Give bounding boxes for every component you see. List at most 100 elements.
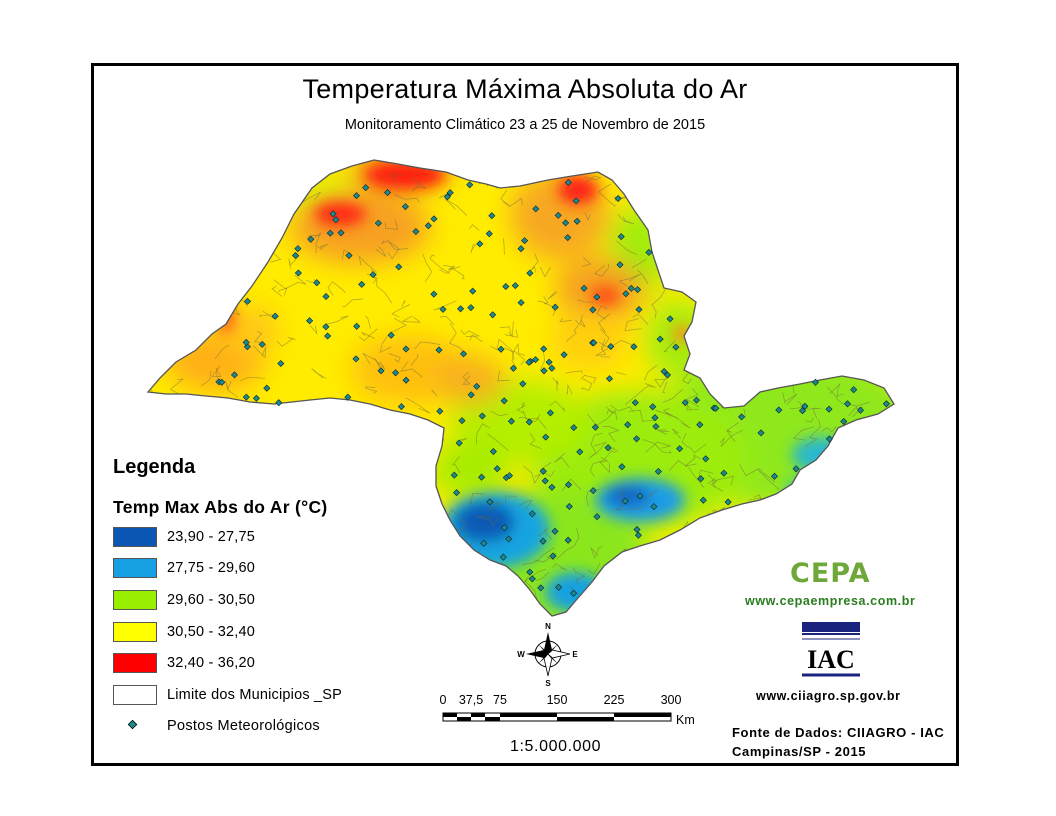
- municipality-boundary: [362, 600, 372, 610]
- municipality-boundary: [671, 428, 682, 439]
- municipality-boundary: [624, 383, 656, 406]
- municipality-boundary: [547, 290, 558, 300]
- municipality-boundary: [598, 340, 634, 349]
- legend-swatch: [113, 527, 157, 547]
- weather-station-marker: [401, 203, 409, 211]
- weather-station-marker: [521, 237, 529, 245]
- weather-station-marker: [570, 589, 578, 597]
- municipality-boundary: [701, 176, 718, 202]
- municipality-boundary: [371, 441, 392, 447]
- weather-station-marker: [499, 553, 507, 561]
- municipality-boundary: [668, 548, 691, 560]
- municipality-boundary: [313, 439, 321, 444]
- municipality-boundary: [429, 254, 451, 274]
- municipality-boundary: [539, 266, 551, 278]
- municipality-boundary: [821, 426, 837, 433]
- compass-east: E: [572, 650, 578, 659]
- municipality-boundary: [707, 477, 716, 488]
- weather-station-marker: [458, 417, 466, 425]
- weather-station-marker: [738, 413, 746, 421]
- legend-label: 23,90 - 27,75: [167, 529, 256, 545]
- municipality-boundary: [599, 456, 611, 474]
- municipality-boundary: [554, 452, 570, 468]
- municipality-boundary: [877, 236, 886, 253]
- legend-subtitle: Temp Max Abs do Ar (°C): [113, 497, 328, 517]
- weather-station-marker: [554, 211, 562, 219]
- municipality-boundary: [211, 257, 225, 277]
- municipality-boundary: [155, 297, 169, 300]
- municipality-boundary: [423, 609, 443, 616]
- municipality-boundary: [580, 594, 595, 610]
- weather-station-marker: [573, 217, 581, 225]
- municipality-boundary: [682, 367, 693, 385]
- weather-station-marker: [570, 424, 578, 432]
- weather-station-marker: [480, 539, 488, 547]
- municipality-boundary: [148, 229, 158, 242]
- municipality-boundary: [805, 311, 830, 332]
- municipality-boundary: [469, 492, 485, 505]
- weather-station-marker: [528, 575, 536, 583]
- weather-station-marker: [882, 400, 890, 408]
- weather-station-marker: [564, 481, 573, 489]
- municipality-boundary: [753, 168, 771, 192]
- municipality-boundary: [608, 162, 620, 177]
- weather-station-marker: [517, 299, 525, 307]
- municipality-boundary: [492, 613, 499, 616]
- weather-station-marker: [497, 345, 505, 353]
- weather-station-marker: [412, 227, 420, 236]
- municipality-boundary: [747, 323, 758, 335]
- weather-station-marker: [526, 269, 534, 277]
- municipality-boundary: [351, 461, 361, 473]
- weather-station-marker: [622, 290, 630, 298]
- weather-station-marker: [537, 584, 545, 592]
- municipality-boundary: [698, 469, 714, 479]
- municipality-boundary: [594, 263, 610, 277]
- municipality-boundary: [829, 383, 845, 405]
- municipality-boundary: [867, 160, 884, 174]
- municipality-boundary: [769, 608, 783, 612]
- weather-station-marker: [430, 215, 438, 223]
- municipality-boundary: [138, 349, 145, 364]
- municipality-boundary: [504, 329, 519, 338]
- municipality-boundary: [365, 386, 378, 394]
- weather-station-marker: [564, 178, 572, 187]
- municipality-boundary: [168, 229, 180, 249]
- municipality-boundary: [852, 199, 861, 211]
- municipality-boundary: [714, 342, 722, 353]
- municipality-boundary: [609, 404, 634, 412]
- municipality-boundary: [600, 356, 611, 358]
- municipality-boundary: [762, 198, 770, 210]
- weather-station-marker: [525, 418, 533, 426]
- weather-station-marker: [402, 376, 410, 384]
- compass-south: S: [545, 679, 551, 688]
- weather-station-marker: [345, 251, 353, 260]
- municipality-boundary: [252, 345, 267, 358]
- municipality-boundary: [876, 239, 886, 251]
- municipality-boundary: [792, 426, 814, 441]
- municipality-boundary: [285, 414, 307, 424]
- municipality-boundary: [569, 585, 581, 598]
- municipality-boundary: [747, 534, 752, 543]
- weather-station-marker: [517, 245, 525, 253]
- municipality-boundary: [345, 599, 367, 611]
- weather-station-marker: [616, 261, 624, 269]
- weather-station-marker: [307, 235, 315, 243]
- municipality-boundary: [165, 261, 177, 270]
- municipality-boundary: [857, 490, 862, 502]
- weather-station-marker: [634, 531, 642, 539]
- municipality-boundary: [601, 572, 631, 577]
- municipality-boundary: [776, 342, 786, 346]
- municipality-boundary: [442, 584, 453, 596]
- weather-station-marker: [362, 184, 370, 192]
- ciiagro-url: www.ciiagro.sp.gov.br: [756, 689, 901, 703]
- weather-station-marker: [696, 421, 704, 429]
- municipality-boundary: [773, 249, 801, 260]
- weather-station-marker: [424, 222, 432, 230]
- municipality-boundary: [207, 231, 224, 249]
- municipality-boundary: [801, 359, 815, 372]
- municipality-boundary: [174, 325, 184, 338]
- weather-station-marker: [329, 210, 337, 218]
- legend-title: Legenda: [113, 456, 196, 478]
- municipality-boundary: [796, 330, 817, 335]
- municipality-boundary: [373, 357, 386, 370]
